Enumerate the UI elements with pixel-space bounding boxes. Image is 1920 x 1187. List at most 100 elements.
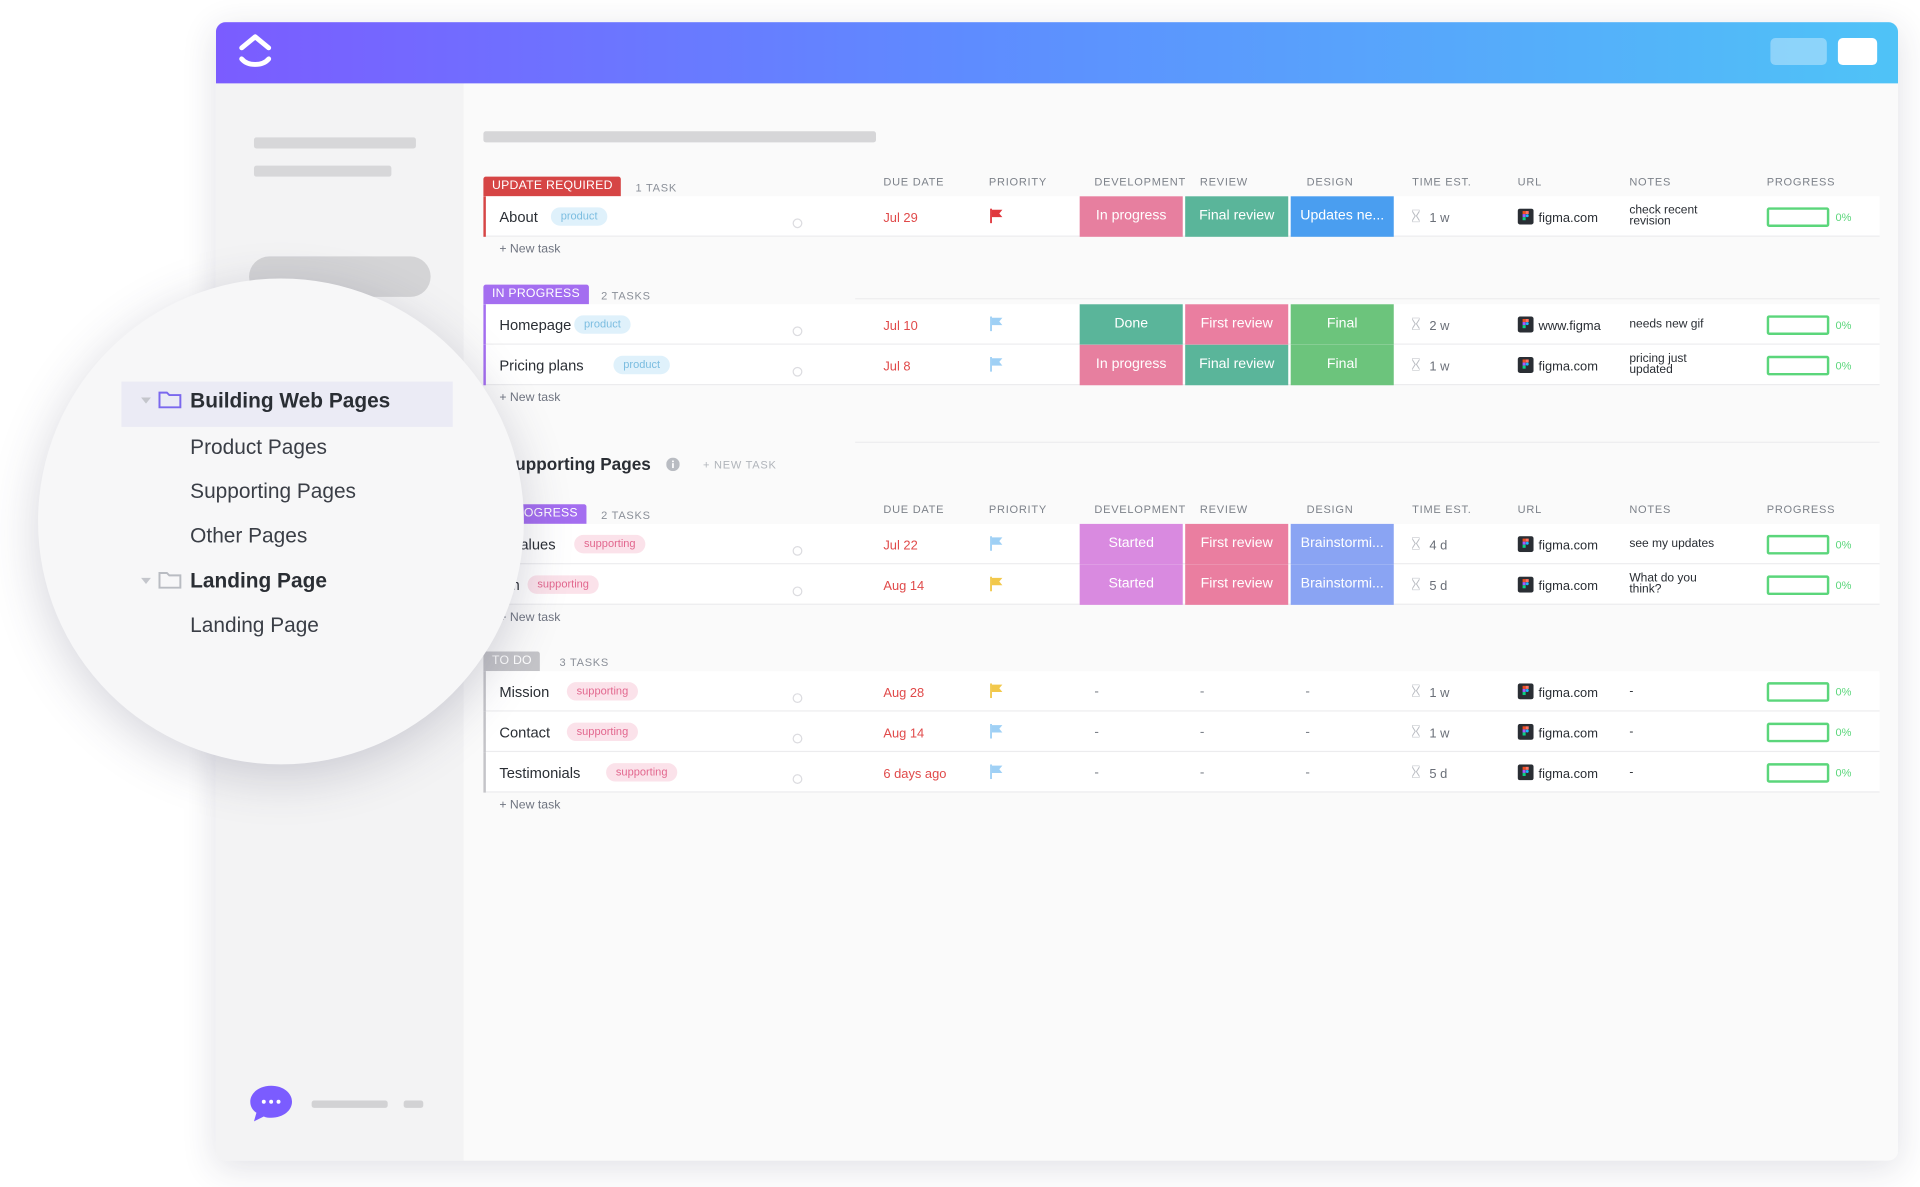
url-link[interactable]: figma.com xyxy=(1538,685,1598,701)
design-cell[interactable]: - xyxy=(1305,725,1310,740)
design-cell[interactable]: Brainstormi... xyxy=(1290,564,1394,605)
development-cell[interactable]: Done xyxy=(1079,304,1183,345)
sidebar-list-item[interactable]: Supporting Pages xyxy=(190,479,356,504)
design-cell[interactable]: Brainstormi... xyxy=(1290,523,1394,565)
time-estimate[interactable]: 1 w xyxy=(1429,726,1450,742)
sidebar-folder[interactable]: Building Web Pages xyxy=(190,388,391,413)
flag-icon[interactable] xyxy=(989,723,1004,739)
task-note[interactable]: needs new gif xyxy=(1629,317,1704,332)
task-status-dot[interactable] xyxy=(792,733,803,744)
development-cell[interactable]: Started xyxy=(1079,564,1183,605)
sidebar-list-item[interactable]: Other Pages xyxy=(190,523,308,548)
info-icon[interactable] xyxy=(666,457,680,472)
task-status-dot[interactable] xyxy=(792,774,803,784)
design-cell[interactable]: Updates ne... xyxy=(1290,196,1394,237)
table-row[interactable] xyxy=(483,752,1880,793)
sidebar-folder[interactable]: Landing Page xyxy=(190,569,327,593)
new-task-header-button[interactable]: + NEW TASK xyxy=(703,458,777,472)
task-tag[interactable]: supporting xyxy=(574,534,646,554)
task-note[interactable]: - xyxy=(1629,765,1634,780)
time-estimate[interactable]: 1 w xyxy=(1429,685,1450,701)
url-link[interactable]: figma.com xyxy=(1538,538,1598,554)
design-cell[interactable]: - xyxy=(1305,684,1310,700)
url-link[interactable]: figma.com xyxy=(1538,211,1598,226)
due-date[interactable]: Aug 14 xyxy=(883,726,925,742)
due-date[interactable]: Aug 28 xyxy=(883,685,925,701)
design-cell[interactable]: Final xyxy=(1290,344,1394,386)
caret-down-icon[interactable] xyxy=(140,577,152,587)
review-cell[interactable]: Final review xyxy=(1185,344,1289,386)
task-note[interactable]: What do you xyxy=(1629,571,1697,586)
task-name[interactable]: Contact xyxy=(499,723,551,742)
task-name[interactable]: Pricing plans xyxy=(499,357,584,375)
task-tag[interactable]: product xyxy=(550,207,608,226)
task-tag[interactable]: supporting xyxy=(566,682,639,701)
table-row[interactable] xyxy=(483,711,1880,753)
clickup-logo-icon[interactable] xyxy=(233,32,277,74)
review-cell[interactable]: First review xyxy=(1185,564,1289,605)
new-task-button[interactable]: + New task xyxy=(499,391,561,405)
header-button-primary[interactable] xyxy=(1837,38,1878,66)
task-name[interactable]: About xyxy=(499,208,538,226)
task-note[interactable]: see my updates xyxy=(1629,537,1715,551)
review-cell[interactable]: First review xyxy=(1185,523,1289,565)
design-cell[interactable]: Final xyxy=(1290,304,1394,345)
header-button-secondary[interactable] xyxy=(1770,38,1827,66)
development-cell[interactable]: In progress xyxy=(1079,344,1183,386)
url-link[interactable]: figma.com xyxy=(1538,766,1598,782)
task-note[interactable]: - xyxy=(1629,725,1634,739)
task-status-dot[interactable] xyxy=(792,586,803,597)
time-estimate[interactable]: 1 w xyxy=(1429,211,1450,226)
time-estimate[interactable]: 5 d xyxy=(1429,579,1448,594)
task-note[interactable]: pricing just xyxy=(1629,352,1687,366)
new-task-button[interactable]: + New task xyxy=(499,242,561,257)
sidebar-list-item[interactable]: Landing Page xyxy=(190,613,319,637)
due-date[interactable]: Jul 29 xyxy=(883,211,918,226)
task-status-dot[interactable] xyxy=(792,693,803,704)
development-cell[interactable]: Started xyxy=(1079,523,1183,565)
task-status-dot[interactable] xyxy=(792,366,803,377)
task-tag[interactable]: product xyxy=(574,315,631,334)
flag-icon[interactable] xyxy=(989,683,1004,699)
task-note[interactable]: revision xyxy=(1629,214,1671,229)
task-status-dot[interactable] xyxy=(792,326,803,337)
new-task-button[interactable]: + New task xyxy=(499,610,561,625)
task-note[interactable]: - xyxy=(1629,684,1634,699)
task-tag[interactable]: supporting xyxy=(606,763,678,782)
task-status-dot[interactable] xyxy=(792,218,803,229)
time-estimate[interactable]: 1 w xyxy=(1429,359,1450,375)
flag-icon[interactable] xyxy=(989,536,1004,551)
review-cell[interactable]: - xyxy=(1199,684,1205,700)
status-group-label[interactable]: UPDATE REQUIRED xyxy=(483,176,622,197)
due-date[interactable]: Jul 10 xyxy=(883,318,918,334)
flag-icon[interactable] xyxy=(989,357,1004,372)
development-cell[interactable]: - xyxy=(1094,684,1099,700)
task-note[interactable]: check recent xyxy=(1629,203,1698,218)
development-cell[interactable]: In progress xyxy=(1079,196,1183,237)
development-cell[interactable]: - xyxy=(1094,765,1099,781)
due-date[interactable]: Aug 14 xyxy=(883,579,925,594)
status-group-label[interactable]: OGRESS xyxy=(515,504,587,524)
status-group-label[interactable]: IN PROGRESS xyxy=(483,284,589,305)
url-link[interactable]: figma.com xyxy=(1538,359,1598,375)
url-link[interactable]: figma.com xyxy=(1538,726,1598,742)
flag-icon[interactable] xyxy=(989,764,1004,780)
time-estimate[interactable]: 2 w xyxy=(1429,318,1450,334)
review-cell[interactable]: - xyxy=(1199,765,1205,781)
task-note[interactable]: think? xyxy=(1629,582,1662,597)
review-cell[interactable]: Final review xyxy=(1185,196,1289,237)
flag-icon[interactable] xyxy=(989,208,1004,224)
table-row[interactable] xyxy=(483,671,1880,712)
chat-bubble-icon[interactable] xyxy=(248,1083,295,1122)
time-estimate[interactable]: 4 d xyxy=(1429,538,1448,554)
design-cell[interactable]: - xyxy=(1305,765,1310,781)
flag-icon[interactable] xyxy=(989,316,1004,332)
task-name[interactable]: Testimonials xyxy=(499,764,581,782)
status-group-label[interactable]: TO DO xyxy=(483,651,541,672)
task-note[interactable]: updated xyxy=(1629,363,1673,377)
caret-down-icon[interactable] xyxy=(140,396,152,406)
task-tag[interactable]: product xyxy=(613,355,670,375)
flag-icon[interactable] xyxy=(989,576,1004,592)
task-tag[interactable]: supporting xyxy=(527,575,599,594)
new-task-button[interactable]: + New task xyxy=(499,798,561,813)
